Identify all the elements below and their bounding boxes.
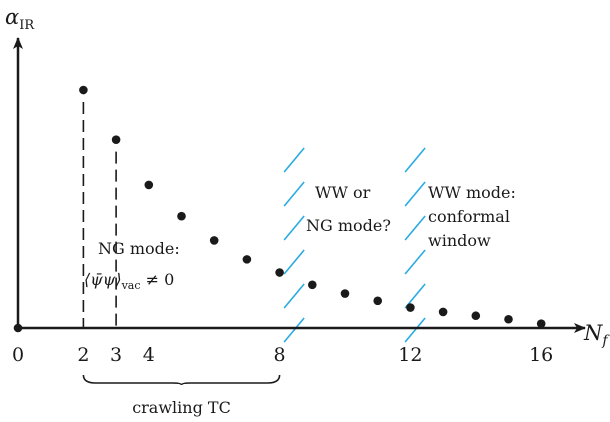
hatch-stroke-0-3 — [283, 249, 305, 275]
data-point-2 — [79, 85, 88, 95]
data-point-16 — [536, 319, 546, 328]
ng-mode-question-label: NG mode? — [306, 216, 391, 235]
data-point-4 — [144, 180, 154, 190]
hatch-stroke-0-1 — [283, 181, 305, 207]
hatch-stroke-1-1 — [404, 181, 426, 207]
x-axis-label: Nf — [583, 321, 610, 349]
window-label: window — [428, 231, 491, 250]
x-tick-0: 0 — [12, 344, 24, 366]
hatch-stroke-0-0 — [283, 147, 305, 173]
hatch-stroke-1-0 — [404, 147, 426, 173]
data-point-0 — [13, 323, 23, 333]
crawling-tc-brace — [82, 374, 281, 386]
data-point-8 — [275, 268, 284, 277]
x-tick-2: 2 — [77, 344, 89, 366]
data-point-10 — [340, 289, 350, 298]
ww-or-label: WW or — [315, 183, 371, 202]
data-point-7 — [242, 255, 252, 264]
hatch-stroke-0-4 — [283, 283, 305, 309]
data-point-6 — [209, 236, 219, 245]
hatch-stroke-0-2 — [283, 215, 305, 241]
ww-mode-label: WW mode: — [428, 183, 516, 202]
y-axis-label: αIR — [5, 5, 35, 33]
data-point-13 — [438, 307, 448, 317]
hatch-stroke-0-5 — [283, 317, 305, 343]
data-point-9 — [308, 280, 317, 290]
x-tick-3: 3 — [110, 344, 122, 366]
x-tick-4: 4 — [143, 344, 155, 366]
hatch-stroke-1-5 — [404, 317, 426, 343]
x-tick-12: 12 — [398, 344, 422, 366]
hatch-bands — [283, 147, 426, 343]
data-point-12 — [406, 303, 415, 312]
ng-mode-label: NG mode: — [98, 239, 180, 258]
data-points — [13, 85, 546, 333]
data-point-11 — [373, 296, 383, 306]
brace-label: crawling TC — [132, 398, 231, 417]
x-tick-labels: 0 2 3 4 8 12 16 — [12, 344, 553, 366]
x-tick-8: 8 — [274, 344, 286, 366]
data-point-5 — [177, 211, 186, 221]
dashed-guides — [82, 102, 117, 328]
conformal-label: conformal — [428, 207, 510, 226]
hatch-stroke-1-3 — [404, 249, 426, 275]
data-point-14 — [471, 311, 481, 321]
data-point-3 — [111, 135, 121, 144]
hatch-stroke-1-2 — [404, 215, 426, 241]
x-tick-16: 16 — [529, 344, 553, 366]
data-point-15 — [504, 314, 513, 324]
ng-mode-condition: ⟨ψ̄ψ⟩vac ≠ 0 — [84, 270, 174, 292]
